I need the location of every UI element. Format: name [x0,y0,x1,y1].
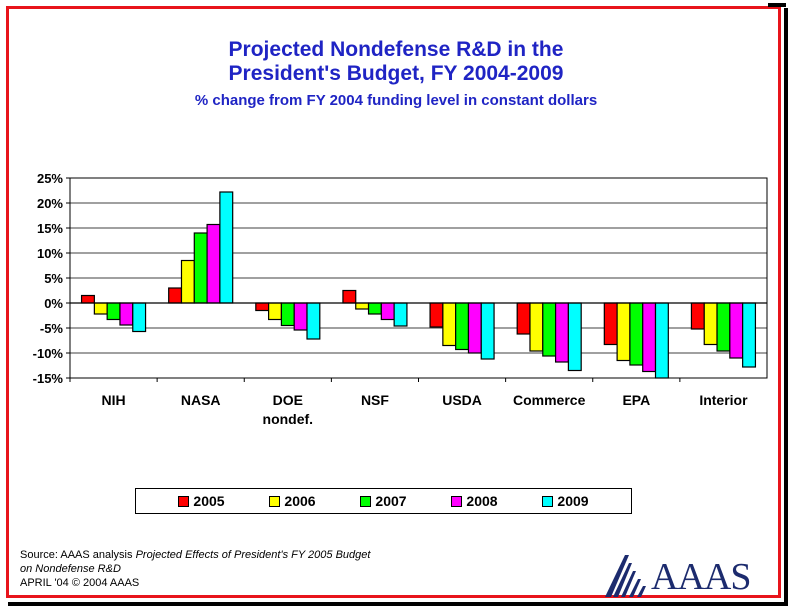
x-category-label: Interior [699,392,748,408]
legend-label-2006: 2006 [284,493,316,509]
source-date: APRIL '04 © 2004 AAAS [20,577,140,589]
slide-frame [6,6,781,598]
bar-2007-usda [455,302,470,351]
legend-item-2007: 2007 [360,493,407,509]
y-tick-label: 0% [44,296,63,311]
bar-2009-interior [742,302,757,368]
bar-2009-commerce [567,302,582,372]
bar-2007-nih [106,302,121,321]
bar-2008-epa [642,302,657,373]
source-title-line2: on Nondefense R&D [20,563,121,575]
bar-2005-nsf [342,289,357,304]
bar-2008-doenondef [293,302,308,331]
legend-item-2006: 2006 [269,493,316,509]
x-category-label: USDA [442,392,482,408]
y-tick-label: 20% [37,196,63,211]
bar-2009-doenondef [306,302,321,340]
bar-2005-nih [80,294,95,304]
x-category-label: DOE [273,392,303,408]
y-tick-label: 15% [37,221,63,236]
x-category-label: EPA [622,392,650,408]
bar-2005-doenondef [255,302,270,312]
y-tick-label: -10% [33,346,64,361]
aaas-logo-icon [605,555,646,597]
bar-2008-interior [729,302,744,359]
bar-2006-epa [616,302,631,362]
legend-swatch-2007 [360,495,372,507]
legend-label-2008: 2008 [466,493,498,509]
legend-swatch-2005 [178,495,190,507]
bar-2006-nasa [180,259,195,304]
bar-2007-doenondef [280,302,295,327]
bar-2006-interior [703,302,718,346]
bar-2007-nasa [193,232,208,304]
legend-label-2005: 2005 [193,493,225,509]
bar-2006-nih [93,302,108,315]
bar-2005-nasa [168,287,183,304]
bar-2009-nsf [393,302,408,327]
chart-title-line1: Projected Nondefense R&D in the [228,38,564,61]
aaas-logo-text: AAAS [651,556,751,598]
frame-shadow-right [784,8,788,602]
chart-title-line2: President's Budget, FY 2004-2009 [228,62,564,85]
bar-2007-commerce [542,302,557,357]
source-note: Source: AAAS analysis Projected Effects … [20,548,370,590]
legend-item-2008: 2008 [451,493,498,509]
bar-2005-commerce [516,302,531,335]
legend-swatch-2009 [542,495,554,507]
bar-2007-nsf [367,302,382,315]
bar-2006-nsf [355,302,370,310]
bar-2006-doenondef [268,302,283,321]
y-tick-label: 5% [44,271,63,286]
bar-2005-usda [429,302,444,328]
legend-label-2009: 2009 [557,493,589,509]
frame-shadow-bottom [8,602,788,606]
x-category-label: NASA [181,392,221,408]
bar-2005-interior [690,302,705,330]
chart-legend: 2005 2006 2007 2008 2009 [135,488,632,514]
legend-label-2007: 2007 [375,493,407,509]
bar-2009-epa [654,302,669,379]
legend-swatch-2008 [451,495,463,507]
bar-2008-nsf [380,302,395,321]
legend-item-2009: 2009 [542,493,589,509]
y-tick-label: 25% [37,171,63,186]
bar-2009-nasa [219,191,234,304]
y-tick-label: 10% [37,246,63,261]
frame-shadow-top [768,3,786,7]
legend-item-2005: 2005 [178,493,225,509]
bar-2006-usda [442,302,457,347]
x-category-label: NIH [102,392,126,408]
bar-2005-epa [603,302,618,346]
source-prefix: Source: AAAS analysis [20,549,136,561]
y-tick-label: -5% [40,321,64,336]
bar-2008-nasa [206,223,221,304]
legend-swatch-2006 [269,495,281,507]
bar-2009-usda [480,302,495,360]
chart-subtitle: % change from FY 2004 funding level in c… [194,92,598,109]
x-category-label: NSF [361,392,389,408]
bar-2007-interior [716,302,731,352]
bar-2009-nih [132,302,147,333]
bar-2008-nih [119,302,134,326]
bar-2007-epa [629,302,644,366]
bar-2008-usda [467,302,482,354]
y-tick-label: -15% [33,371,64,386]
x-category-label: Commerce [513,392,586,408]
bar-2008-commerce [554,302,569,363]
x-category-label: nondef. [263,411,314,427]
bar-2006-commerce [529,302,544,352]
source-title-line1: Projected Effects of President's FY 2005… [135,549,371,561]
